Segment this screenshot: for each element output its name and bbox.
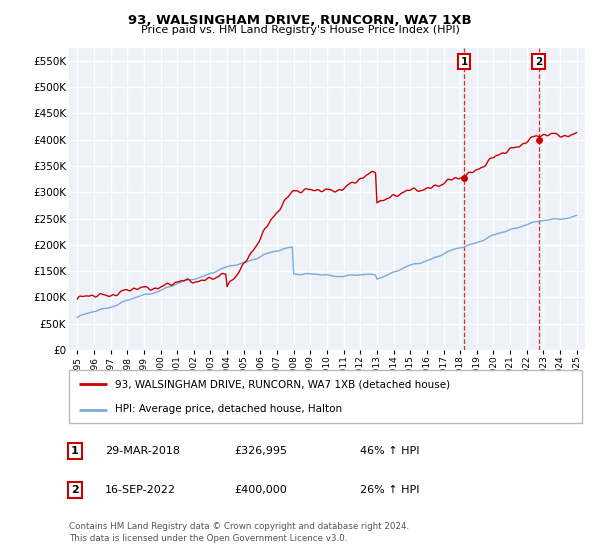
- Text: £400,000: £400,000: [234, 485, 287, 495]
- Text: £326,995: £326,995: [234, 446, 287, 456]
- Text: 93, WALSINGHAM DRIVE, RUNCORN, WA7 1XB (detached house): 93, WALSINGHAM DRIVE, RUNCORN, WA7 1XB (…: [115, 380, 450, 390]
- Text: 2: 2: [71, 485, 79, 495]
- Text: 26% ↑ HPI: 26% ↑ HPI: [360, 485, 419, 495]
- Text: 29-MAR-2018: 29-MAR-2018: [105, 446, 180, 456]
- Text: 1: 1: [71, 446, 79, 456]
- Text: Price paid vs. HM Land Registry's House Price Index (HPI): Price paid vs. HM Land Registry's House …: [140, 25, 460, 35]
- Text: 93, WALSINGHAM DRIVE, RUNCORN, WA7 1XB: 93, WALSINGHAM DRIVE, RUNCORN, WA7 1XB: [128, 14, 472, 27]
- Text: 46% ↑ HPI: 46% ↑ HPI: [360, 446, 419, 456]
- Text: 16-SEP-2022: 16-SEP-2022: [105, 485, 176, 495]
- Text: 1: 1: [460, 57, 467, 67]
- Text: HPI: Average price, detached house, Halton: HPI: Average price, detached house, Halt…: [115, 404, 342, 414]
- Text: 2: 2: [535, 57, 542, 67]
- Text: Contains HM Land Registry data © Crown copyright and database right 2024.
This d: Contains HM Land Registry data © Crown c…: [69, 522, 409, 543]
